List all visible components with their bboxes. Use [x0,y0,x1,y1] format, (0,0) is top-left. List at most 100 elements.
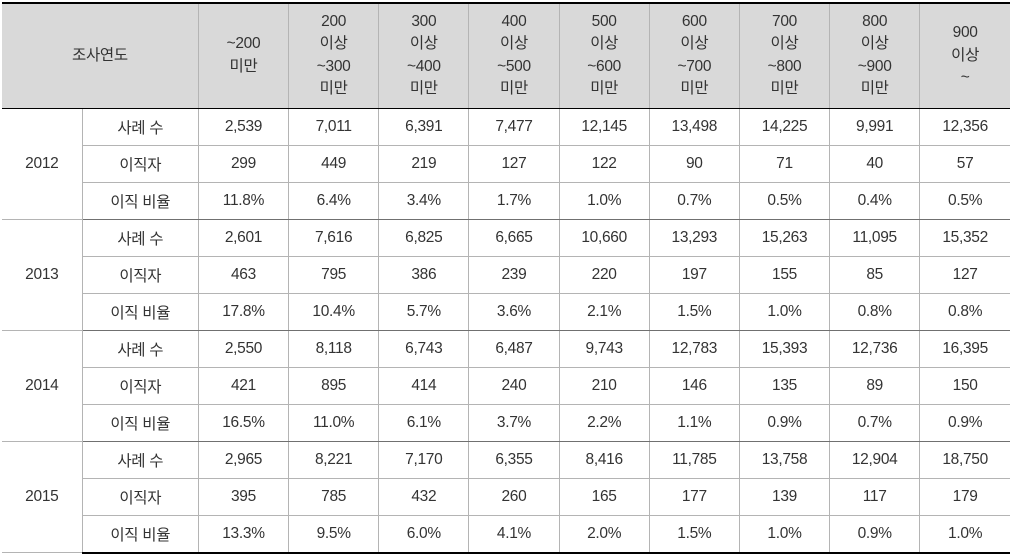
data-cell: 1.1% [649,404,739,441]
metric-label: 이직 비율 [82,293,198,330]
data-cell: 127 [469,145,559,182]
data-cell: 2.2% [559,404,649,441]
data-cell: 10,660 [559,219,649,256]
table-body: 2012사례 수2,5397,0116,3917,47712,14513,498… [2,108,1010,553]
header-year-label: 조사연도 [2,3,198,108]
data-cell: 8,221 [289,441,379,478]
table-row: 이직자395785432260165177139117179 [2,478,1010,515]
data-cell: 127 [920,256,1010,293]
data-cell: 0.8% [920,293,1010,330]
data-cell: 177 [649,478,739,515]
data-cell: 1.0% [559,182,649,219]
data-cell: 0.7% [830,404,920,441]
data-cell: 13.3% [198,515,288,553]
data-cell: 15,352 [920,219,1010,256]
data-cell: 414 [379,367,469,404]
year-cell: 2015 [2,441,82,553]
data-cell: 17.8% [198,293,288,330]
data-cell: 7,170 [379,441,469,478]
data-cell: 1.0% [739,515,829,553]
data-cell: 139 [739,478,829,515]
data-cell: 8,118 [289,330,379,367]
data-cell: 299 [198,145,288,182]
data-cell: 240 [469,367,559,404]
data-cell: 1.5% [649,515,739,553]
data-cell: 5.7% [379,293,469,330]
data-cell: 146 [649,367,739,404]
data-cell: 6,391 [379,108,469,145]
data-cell: 13,293 [649,219,739,256]
data-cell: 449 [289,145,379,182]
data-cell: 135 [739,367,829,404]
data-cell: 14,225 [739,108,829,145]
data-cell: 386 [379,256,469,293]
data-cell: 12,783 [649,330,739,367]
year-cell: 2012 [2,108,82,219]
metric-label: 이직 비율 [82,182,198,219]
data-cell: 1.5% [649,293,739,330]
data-cell: 155 [739,256,829,293]
data-cell: 0.5% [739,182,829,219]
data-cell: 1.0% [739,293,829,330]
data-cell: 12,356 [920,108,1010,145]
data-cell: 89 [830,367,920,404]
data-cell: 0.9% [830,515,920,553]
data-cell: 57 [920,145,1010,182]
metric-label: 이직자 [82,478,198,515]
data-cell: 6,825 [379,219,469,256]
header-col-1: 200이상~300미만 [289,3,379,108]
table-row: 이직 비율11.8%6.4%3.4%1.7%1.0%0.7%0.5%0.4%0.… [2,182,1010,219]
metric-label: 사례 수 [82,219,198,256]
data-cell: 9,743 [559,330,649,367]
data-cell: 0.9% [739,404,829,441]
data-cell: 12,904 [830,441,920,478]
data-cell: 16,395 [920,330,1010,367]
data-cell: 40 [830,145,920,182]
header-col-4: 500이상~600미만 [559,3,649,108]
metric-label: 사례 수 [82,108,198,145]
data-cell: 2,601 [198,219,288,256]
data-cell: 18,750 [920,441,1010,478]
header-col-3: 400이상~500미만 [469,3,559,108]
data-cell: 219 [379,145,469,182]
data-cell: 0.8% [830,293,920,330]
data-cell: 165 [559,478,649,515]
data-cell: 11,785 [649,441,739,478]
data-cell: 6,665 [469,219,559,256]
data-cell: 1.0% [920,515,1010,553]
data-cell: 895 [289,367,379,404]
data-cell: 6,487 [469,330,559,367]
data-cell: 15,263 [739,219,829,256]
data-cell: 2.1% [559,293,649,330]
table-row: 2014사례 수2,5508,1186,7436,4879,74312,7831… [2,330,1010,367]
data-cell: 11.0% [289,404,379,441]
table-row: 이직자42189541424021014613589150 [2,367,1010,404]
data-cell: 0.9% [920,404,1010,441]
header-col-7: 800이상~900미만 [830,3,920,108]
data-cell: 11,095 [830,219,920,256]
table-row: 이직 비율13.3%9.5%6.0%4.1%2.0%1.5%1.0%0.9%1.… [2,515,1010,553]
data-cell: 210 [559,367,649,404]
data-cell: 13,758 [739,441,829,478]
data-cell: 3.6% [469,293,559,330]
table-row: 이직자29944921912712290714057 [2,145,1010,182]
metric-label: 이직자 [82,367,198,404]
data-cell: 7,011 [289,108,379,145]
year-cell: 2014 [2,330,82,441]
data-cell: 11.8% [198,182,288,219]
data-cell: 10.4% [289,293,379,330]
data-cell: 6.0% [379,515,469,553]
table-row: 이직 비율17.8%10.4%5.7%3.6%2.1%1.5%1.0%0.8%0… [2,293,1010,330]
data-cell: 9,991 [830,108,920,145]
metric-label: 이직자 [82,145,198,182]
year-cell: 2013 [2,219,82,330]
data-cell: 197 [649,256,739,293]
data-cell: 8,416 [559,441,649,478]
data-cell: 220 [559,256,649,293]
table-row: 2013사례 수2,6017,6166,8256,66510,66013,293… [2,219,1010,256]
header-col-2: 300이상~400미만 [379,3,469,108]
data-cell: 6,355 [469,441,559,478]
data-cell: 90 [649,145,739,182]
data-cell: 6.4% [289,182,379,219]
data-cell: 239 [469,256,559,293]
